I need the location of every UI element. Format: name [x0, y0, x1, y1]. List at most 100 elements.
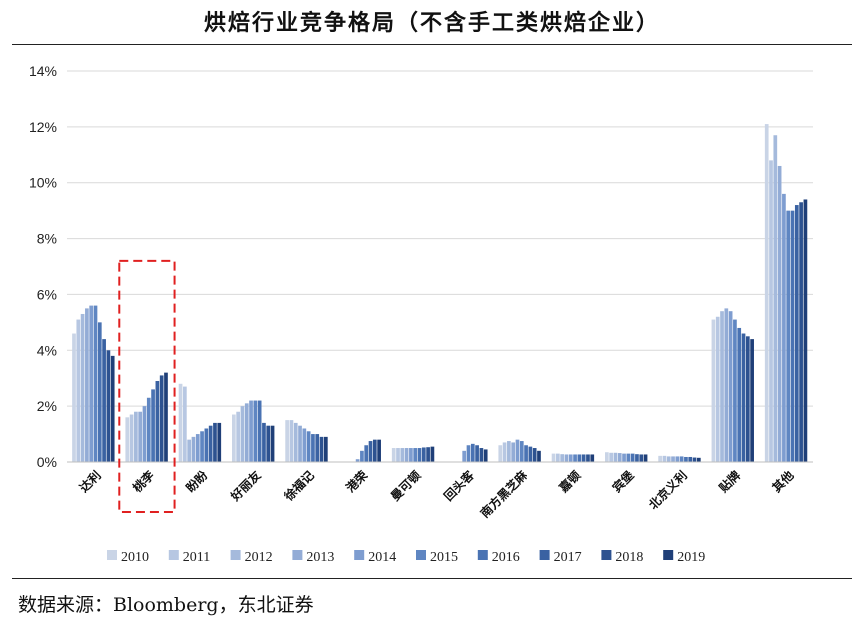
bar — [262, 422, 266, 462]
bar — [475, 445, 479, 462]
bar — [413, 448, 418, 462]
bar — [786, 210, 791, 462]
legend-swatch — [292, 550, 303, 560]
bar — [302, 428, 307, 462]
legend-label: 2016 — [492, 550, 520, 565]
bar — [236, 411, 240, 462]
bar — [178, 383, 183, 462]
chart-title: 烘焙行业竞争格局（不含手工类烘焙企业） — [203, 11, 660, 36]
bar — [483, 449, 488, 462]
bar — [466, 445, 471, 462]
legend: 2010 2011 2012 2013 2014 2015 2016 2017 2018 2019 — [107, 550, 705, 565]
bar — [391, 448, 396, 462]
bar — [551, 453, 556, 462]
bar — [586, 454, 590, 462]
category-label: 南方黑芝麻 — [477, 467, 531, 521]
bar — [204, 428, 209, 462]
bar — [524, 445, 528, 462]
bar — [728, 311, 733, 462]
bar — [688, 456, 693, 462]
y-axis-ticks: 0% 2% 4% 6% 8% 10% 12% 14% — [29, 63, 57, 470]
bar — [183, 386, 187, 462]
bar — [528, 446, 533, 462]
legend-swatch — [354, 550, 365, 560]
bar — [97, 322, 102, 462]
bar — [764, 124, 769, 463]
bar — [769, 160, 773, 462]
category-label: 徐福记 — [280, 468, 317, 505]
bar — [430, 446, 435, 462]
bar — [590, 454, 595, 462]
bar — [146, 397, 151, 462]
bar — [537, 450, 541, 462]
bar — [733, 319, 737, 462]
y-tick-label: 14% — [29, 63, 57, 79]
legend-swatch — [477, 550, 488, 560]
bar — [794, 205, 799, 463]
bar — [217, 422, 222, 462]
bar — [368, 441, 373, 462]
bar — [630, 453, 635, 462]
bar — [400, 448, 405, 462]
bar — [782, 193, 786, 462]
title-divider — [12, 44, 852, 45]
legend-label: 2015 — [430, 550, 458, 565]
bar — [213, 422, 217, 462]
bar — [257, 400, 262, 462]
legend-label: 2019 — [677, 550, 705, 565]
y-tick-label: 8% — [37, 231, 57, 247]
bar — [470, 443, 475, 462]
bar — [323, 436, 328, 462]
bar — [417, 448, 422, 462]
bar — [421, 447, 426, 462]
legend-swatch — [601, 550, 612, 560]
bar — [164, 372, 168, 462]
bar — [658, 455, 662, 462]
legend-swatch — [663, 550, 674, 560]
bar — [498, 445, 503, 462]
bar — [511, 442, 516, 462]
bar — [790, 210, 795, 462]
legend-label: 2011 — [183, 550, 210, 565]
bar — [799, 202, 803, 462]
bar — [507, 441, 511, 462]
bar — [76, 319, 81, 462]
bar — [622, 453, 626, 462]
bar — [298, 425, 302, 462]
bar — [191, 436, 196, 462]
bar — [155, 381, 160, 462]
category-label: 曼可顿 — [387, 468, 423, 504]
category-label: 港荣 — [343, 467, 371, 495]
bar — [134, 411, 138, 462]
bar — [355, 459, 360, 462]
legend-label: 2014 — [368, 550, 396, 565]
bar — [110, 355, 115, 462]
bar — [266, 425, 271, 462]
y-tick-label: 10% — [29, 175, 57, 191]
bar — [662, 455, 667, 462]
category-label: 达利 — [76, 468, 104, 496]
legend-swatch — [230, 550, 241, 560]
legend-swatch — [168, 550, 179, 560]
bar — [643, 454, 648, 462]
bar — [613, 452, 618, 462]
bar — [777, 165, 782, 462]
bar — [671, 456, 675, 462]
bar — [285, 420, 289, 462]
bar — [102, 339, 106, 462]
bar — [306, 431, 311, 462]
legend-swatch — [539, 550, 550, 560]
bar — [639, 454, 644, 462]
bars — [72, 124, 808, 463]
bar — [532, 448, 537, 462]
bar — [564, 454, 569, 462]
category-label: 盼盼 — [183, 468, 210, 495]
bar — [72, 333, 76, 462]
legend-label: 2010 — [121, 550, 149, 565]
bar — [253, 400, 258, 462]
bar — [289, 420, 294, 462]
y-tick-label: 12% — [29, 119, 57, 135]
bar — [315, 434, 320, 462]
legend-label: 2017 — [554, 550, 582, 565]
category-label: 嘉顿 — [555, 468, 583, 496]
